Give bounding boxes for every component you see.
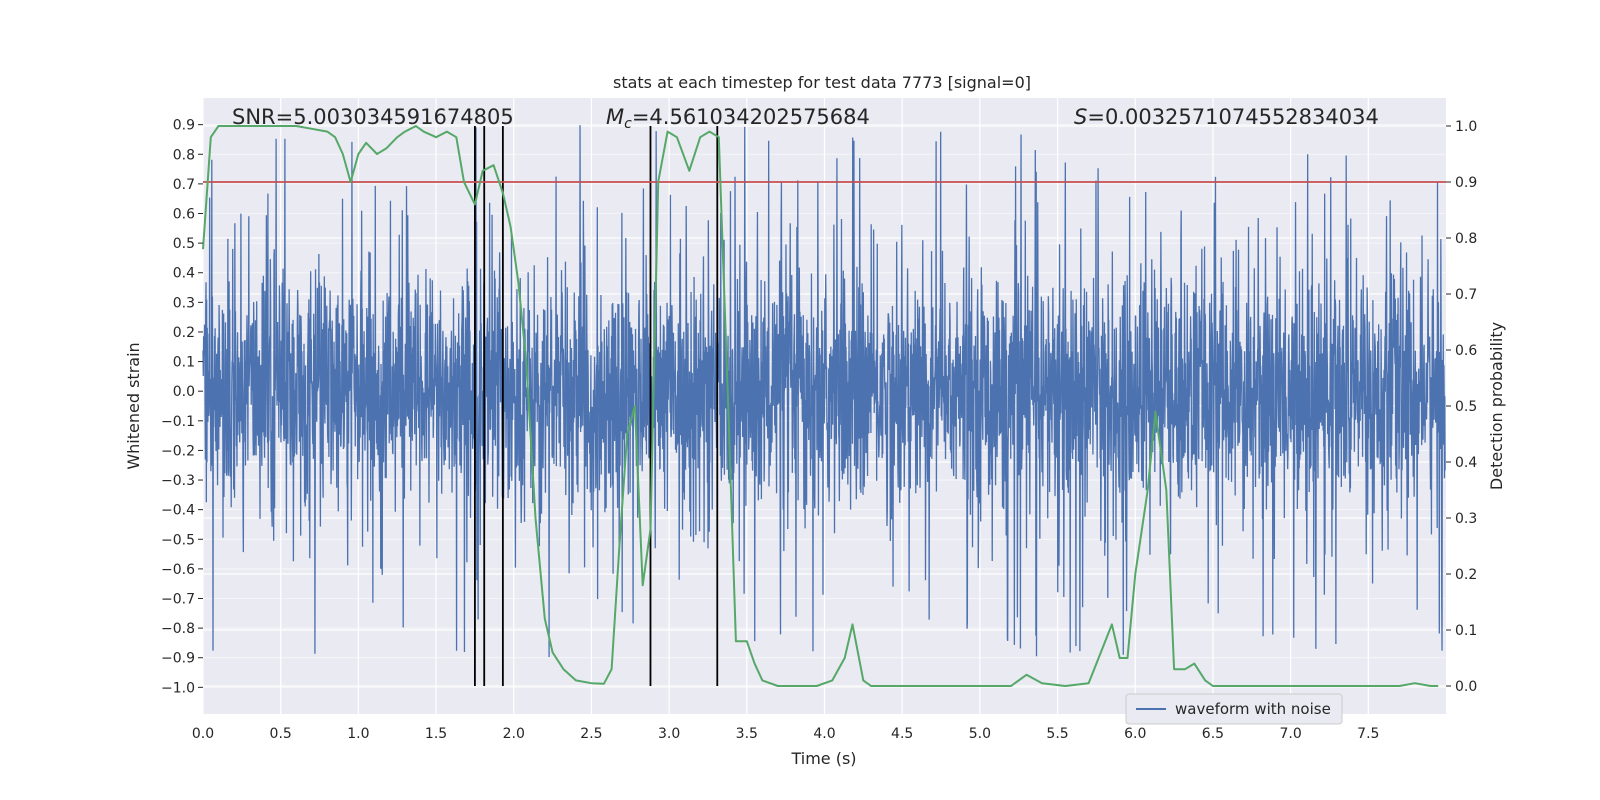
y2-axis-label: Detection probability [1487,322,1506,490]
x-tick-label: 6.0 [1124,726,1146,742]
y-tick-label: 0.5 [173,236,195,252]
y-tick-label: 0.0 [173,384,195,400]
chirp-mass-annotation: Mc=4.561034202575684 [606,105,870,132]
y2-tick-label: 0.7 [1455,287,1477,303]
snr-annotation: SNR=5.003034591674805 [232,105,514,129]
x-axis-label: Time (s) [790,749,856,768]
strain-series [202,125,1446,658]
y-tick-label: 0.9 [173,118,195,134]
y2-tick-label: 0.3 [1455,511,1477,527]
y-axis-ticks: 0.9 0.8 0.7 0.6 0.5 0.4 0.3 0.2 0.1 0.0 −0.1 −0.2 −0… [161,118,203,696]
y-tick-label: 0.8 [173,147,195,163]
legend-label: waveform with noise [1175,700,1331,718]
y-tick-label: 0.4 [173,266,195,282]
x-tick-label: 7.5 [1357,726,1379,742]
y-tick-label: −0.3 [161,473,195,489]
mc-symbol: M [606,105,624,129]
x-tick-label: 5.5 [1046,726,1068,742]
x-tick-label: 4.5 [891,726,913,742]
legend: waveform with noise [1125,693,1343,725]
legend-box [1125,693,1343,725]
y-tick-label: −0.1 [161,414,195,430]
x-axis-ticks: 0.0 0.5 1.0 1.5 2.0 2.5 3.0 3.5 4.0 4.5 5.0 5.5 6.0 6… [192,726,1380,742]
y2-tick-label: 0.2 [1455,567,1477,583]
y2-tick-label: 0.6 [1455,343,1477,359]
y-tick-label: −0.9 [161,651,195,667]
y-tick-label: 0.7 [173,177,195,193]
x-tick-label: 6.5 [1202,726,1224,742]
y2-tick-label: 0.1 [1455,623,1477,639]
y-axis-label: Whitened strain [124,342,143,469]
s-value: =0.003257107455283403​4 [1087,105,1379,129]
probability-line [202,125,1439,687]
y-tick-label: −0.4 [161,503,195,519]
y-tick-label: −0.6 [161,562,195,578]
s-annotation: S=0.003257107455283403​4 [1074,105,1379,129]
x-tick-label: 0.5 [270,726,292,742]
x-tick-label: 1.0 [347,726,369,742]
x-tick-label: 5.0 [969,726,991,742]
vertical-markers [474,126,719,686]
y2-tick-label: 1.0 [1455,119,1477,135]
x-tick-label: 2.0 [503,726,525,742]
y-tick-label: 0.1 [173,355,195,371]
y-tick-label: −0.5 [161,532,195,548]
y-tick-label: −0.8 [161,621,195,637]
y-tick-label: 0.3 [173,295,195,311]
y2-tick-label: 0.4 [1455,455,1477,471]
y-tick-label: −0.7 [161,592,195,608]
x-tick-label: 0.0 [192,726,214,742]
x-tick-label: 2.5 [580,726,602,742]
x-tick-label: 3.0 [658,726,680,742]
y2-tick-label: 0.9 [1455,175,1477,191]
x-tick-label: 3.5 [736,726,758,742]
y2-tick-label: 0.8 [1455,231,1477,247]
strain-line [202,125,1446,658]
mc-value: =4.561034202575684 [632,105,870,129]
y-tick-label: −1.0 [161,680,195,696]
x-tick-label: 7.0 [1279,726,1301,742]
x-tick-label: 1.5 [425,726,447,742]
probability-series [202,125,1439,687]
y-tick-label: 0.2 [173,325,195,341]
chart-title: stats at each timestep for test data 777… [613,73,1031,92]
s-symbol: S [1074,105,1087,129]
y2-axis-ticks: 1.0 0.9 0.8 0.7 0.6 0.5 0.4 0.3 0.2 0.1 0.0 [1446,119,1477,695]
y2-tick-label: 0.5 [1455,399,1477,415]
mc-subscript: c [624,116,632,132]
x-tick-label: 4.0 [813,726,835,742]
y-tick-label: 0.6 [173,207,195,223]
y2-tick-label: 0.0 [1455,679,1477,695]
y-tick-label: −0.2 [161,443,195,459]
